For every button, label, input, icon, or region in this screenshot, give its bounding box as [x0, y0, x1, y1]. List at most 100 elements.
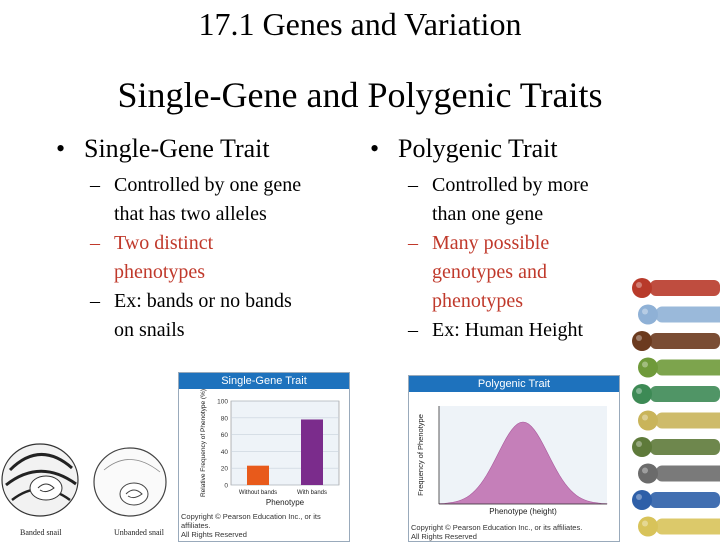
y-tick-label: 60: [221, 432, 229, 439]
left-sub-item-2: – Two distinct phenotypes: [90, 232, 214, 283]
figurine-highlight: [636, 335, 642, 341]
right-sub-2-c: phenotypes: [432, 290, 524, 312]
figurine-body: [650, 386, 720, 402]
figurine-body: [650, 439, 720, 455]
right-sub-item-2: – Many possible genotypes and phenotypes: [408, 232, 550, 312]
figurine-1: [632, 278, 720, 298]
polygenic-copyright-1: Copyright © Pearson Education Inc., or i…: [411, 523, 583, 532]
x-axis-label: Phenotype (height): [489, 507, 557, 516]
left-bullet: • Single-Gene Trait: [56, 134, 270, 164]
right-sub-list: – Controlled by more than one gene – Many…: [408, 171, 638, 345]
right-sub-item-3: – Ex: Human Height: [408, 316, 638, 345]
unbanded-snail-caption: Unbanded snail: [114, 528, 164, 537]
right-sub-1-a: Controlled by more: [432, 174, 589, 196]
figurine-4: [638, 357, 720, 378]
figurine-8: [638, 463, 720, 484]
banded-snail-caption: Banded snail: [20, 528, 62, 537]
figurine-6: [638, 410, 720, 431]
y-tick-label: 100: [217, 399, 228, 406]
bar-2: [301, 419, 323, 485]
figurine-head: [632, 437, 652, 457]
figurine-head: [638, 463, 658, 484]
right-bullet-text: Polygenic Trait: [398, 134, 558, 163]
unbanded-snail-image: [93, 447, 167, 517]
single-gene-copyright-2: All Rights Reserved: [181, 530, 247, 539]
polygenic-copyright: Copyright © Pearson Education Inc., or i…: [409, 523, 619, 541]
bullet-dot: •: [370, 134, 380, 163]
figurine-head: [632, 490, 652, 510]
figurine-body: [650, 280, 720, 296]
figurine-head: [632, 278, 652, 298]
figurine-body: [650, 333, 720, 349]
figurines-image: [632, 278, 720, 537]
figurine-head: [632, 384, 652, 404]
left-sub-1-b: that has two alleles: [114, 203, 267, 225]
right-sub-2-b: genotypes and: [432, 261, 547, 283]
y-tick-label: 80: [221, 415, 229, 422]
figurine-body: [656, 518, 720, 535]
left-bullet-text: Single-Gene Trait: [84, 134, 270, 163]
figurine-body: [656, 359, 720, 376]
figurine-head: [638, 410, 658, 431]
x-tick-label: Without bands: [239, 490, 277, 496]
figurine-highlight: [642, 520, 648, 527]
left-sub-1-a: Controlled by one gene: [114, 174, 302, 196]
polygenic-figure-header: Polygenic Trait: [409, 376, 619, 392]
bell-curve-area: [438, 421, 608, 505]
figurine-10: [638, 516, 720, 537]
figurine-body: [656, 306, 720, 323]
figurine-highlight: [636, 441, 642, 447]
right-sub-1-b: than one gene: [432, 203, 544, 225]
x-tick-label: With bands: [297, 490, 327, 496]
right-bullet: • Polygenic Trait: [370, 134, 558, 164]
left-sub-2-a: Two distinct: [114, 232, 214, 254]
right-sub-2-a: Many possible: [432, 232, 550, 254]
right-sub-3-a: Ex: Human Height: [432, 319, 584, 341]
figurine-body: [650, 492, 720, 508]
figurine-head: [632, 331, 652, 351]
single-gene-bar-chart: 0 20 40 60 80 100 Without bands With bands Relat…: [200, 389, 340, 507]
left-sub-list: – Controlled by one gene that has two all…: [90, 171, 352, 345]
section-title: 17.1 Genes and Variation: [198, 6, 522, 42]
left-sub-2-b: phenotypes: [114, 261, 206, 283]
figurine-highlight: [636, 388, 642, 394]
left-sub-3-b: on snails: [114, 319, 185, 341]
polygenic-area-chart: Frequency of Phenotype Phenotype (height): [416, 406, 608, 516]
left-sub-item-3: – Ex: bands or no bands on snails: [90, 290, 292, 341]
bar-1: [247, 465, 269, 485]
figurine-7: [632, 437, 720, 457]
left-sub-item-1: – Controlled by one gene that has two all…: [90, 174, 302, 225]
banded-snail-image: [1, 443, 79, 517]
figurine-2: [638, 304, 720, 325]
y-tick-label: 40: [221, 449, 229, 456]
single-gene-copyright: Copyright © Pearson Education Inc., or i…: [179, 512, 349, 539]
figurine-head: [638, 516, 658, 537]
bullet-dot: •: [56, 134, 66, 163]
figurine-head: [638, 357, 658, 378]
figurine-body: [656, 465, 720, 482]
figurine-highlight: [642, 467, 648, 474]
y-axis-label: Relative Frequency of Phenotype (%): [200, 389, 207, 497]
y-tick-label: 0: [224, 483, 228, 490]
figurine-highlight: [642, 308, 648, 315]
figurine-highlight: [636, 282, 642, 288]
snail-illustrations: [1, 443, 167, 517]
polygenic-figure: Polygenic Trait Frequency of Phenotype Ph…: [408, 375, 620, 542]
figurine-highlight: [642, 361, 648, 368]
left-sub-3-a: Ex: bands or no bands: [114, 290, 292, 312]
figurine-5: [632, 384, 720, 404]
y-tick-label: 20: [221, 466, 229, 473]
polygenic-copyright-2: All Rights Reserved: [411, 532, 477, 541]
x-axis-label: Phenotype: [266, 498, 305, 507]
figurine-highlight: [636, 494, 642, 500]
y-axis-label: Frequency of Phenotype: [416, 414, 425, 496]
single-gene-figure: Single-Gene Trait 0 20 40 60 80 100 Without ba…: [178, 372, 350, 542]
single-gene-figure-header: Single-Gene Trait: [179, 373, 349, 389]
figurine-body: [656, 412, 720, 429]
single-gene-copyright-1: Copyright © Pearson Education Inc., or i…: [181, 512, 321, 530]
slide-title: Single-Gene and Polygenic Traits: [117, 75, 603, 115]
figurine-head: [638, 304, 658, 325]
right-sub-item-1: – Controlled by more than one gene: [408, 174, 589, 225]
figurine-highlight: [642, 414, 648, 421]
figurine-9: [632, 490, 720, 510]
